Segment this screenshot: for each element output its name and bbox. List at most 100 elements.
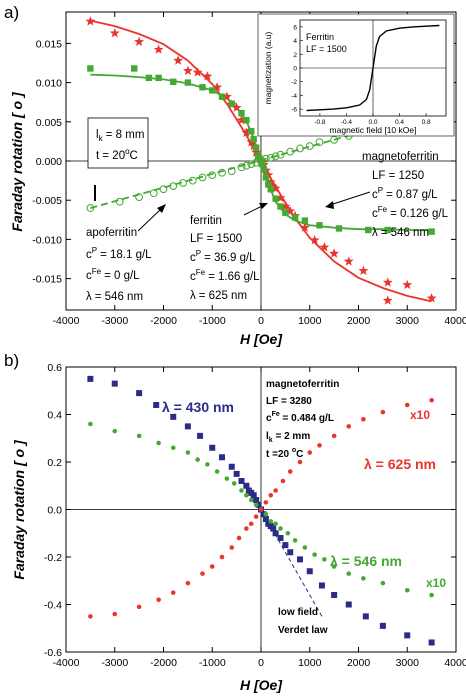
- point-apoferritin: [305, 142, 314, 151]
- point-magnetoferritin: [335, 225, 343, 232]
- point-magnetoferritin: [301, 217, 309, 224]
- point-magnetoferritin: [155, 74, 162, 82]
- panel-a-apoferritin-label: apoferritin cP = 18.1 g/L cFe = 0 g/L λ = 5…: [86, 227, 152, 303]
- point-ferritin: [275, 192, 286, 203]
- a-ytick-label: -0.015: [32, 274, 62, 286]
- point-546nm: [331, 564, 337, 569]
- point-546nm: [404, 587, 410, 593]
- inset-curve: [306, 24, 440, 112]
- point-430nm: [136, 390, 143, 397]
- point-546nm: [224, 476, 230, 481]
- point-430nm: [318, 582, 325, 589]
- point-625nm: [280, 478, 286, 484]
- inset-subtitle: LF = 1500: [306, 44, 347, 54]
- point-apoferritin: [286, 147, 295, 156]
- inset-xtick-label: -0.4: [341, 119, 353, 126]
- point-430nm: [250, 492, 257, 499]
- point-546nm: [156, 440, 161, 446]
- point-625nm: [361, 416, 366, 422]
- point-625nm: [236, 535, 242, 541]
- b-xtick-label: 2000: [347, 657, 371, 669]
- point-430nm: [287, 549, 294, 556]
- point-625nm: [263, 500, 269, 505]
- point-625nm: [273, 488, 278, 493]
- point-625nm: [136, 604, 142, 610]
- inset-ytick-label: 6: [293, 24, 297, 31]
- point-430nm: [272, 530, 279, 537]
- point-magnetoferritin: [170, 78, 177, 85]
- point-apoferritin: [261, 154, 270, 163]
- point-ferritin: [109, 28, 120, 38]
- point-625nm: [200, 571, 205, 576]
- x10-green-label: x10: [426, 576, 446, 590]
- point-430nm: [253, 497, 260, 503]
- series-546-label: λ = 546 nm: [330, 553, 402, 569]
- panel-a-label: a): [4, 3, 19, 22]
- point-magnetoferritin: [277, 203, 284, 210]
- inset-xlabel: magnetic field [10 kOe]: [330, 125, 417, 135]
- b-ytick-label: 0.6: [47, 362, 62, 374]
- point-ferritin: [426, 293, 437, 303]
- b-xtick-label: 0: [258, 657, 264, 669]
- point-magnetoferritin: [131, 65, 138, 72]
- point-546nm: [312, 552, 317, 557]
- point-apoferritin: [135, 193, 144, 201]
- magnetoferritin-lambda: λ = 546 nm: [372, 227, 429, 239]
- apoferritin-title: apoferritin: [86, 227, 137, 239]
- a-xtick-label: -4000: [53, 315, 80, 327]
- point-546nm: [273, 521, 278, 527]
- inset-xtick-label: 0.0: [368, 119, 377, 126]
- point-apoferritin: [159, 185, 168, 194]
- point-430nm: [238, 478, 245, 484]
- b-ytick-label: -0.4: [44, 600, 62, 612]
- panel-a-xlabel: H [Oe]: [240, 331, 283, 347]
- apoferritin-cfe: cFe = 0 g/L: [86, 267, 140, 282]
- inset-xtick-label: -0.8: [314, 119, 326, 126]
- magnetoferritin-arrow: [329, 191, 371, 206]
- b-xtick-label: 3000: [396, 657, 420, 669]
- point-546nm: [205, 462, 210, 467]
- a-xtick-label: 3000: [396, 315, 420, 327]
- point-apoferritin: [330, 135, 339, 144]
- point-ferritin: [236, 115, 247, 125]
- point-apoferritin: [296, 144, 304, 153]
- point-ferritin: [202, 71, 213, 81]
- point-apoferritin: [188, 176, 197, 185]
- ferritin-title: ferritin: [190, 215, 222, 227]
- a-xtick-label: 0: [258, 315, 264, 327]
- point-apoferritin: [208, 171, 217, 180]
- b-xtick-label: 4000: [444, 657, 466, 669]
- point-430nm: [260, 511, 267, 518]
- point-625nm: [317, 443, 322, 448]
- point-apoferritin: [247, 160, 256, 169]
- point-ferritin: [221, 91, 232, 101]
- point-apoferritin: [266, 153, 275, 162]
- ferritin-arrowhead: [259, 203, 268, 209]
- point-546nm: [244, 492, 249, 498]
- inset-axes: -0.8 -0.4 0.0 0.4 0.8 -6 -4 -2 0 2 4 6: [291, 20, 446, 126]
- point-430nm: [243, 482, 250, 489]
- point-ferritin: [343, 256, 354, 266]
- point-magnetoferritin: [218, 93, 226, 100]
- point-546nm: [214, 469, 220, 474]
- point-430nm: [331, 592, 338, 598]
- point-magnetoferritin: [260, 166, 268, 173]
- point-apoferritin: [149, 189, 158, 198]
- panel-b-xlabel: H [Oe]: [240, 677, 283, 693]
- point-546nm: [302, 545, 308, 550]
- point-546nm: [88, 421, 93, 427]
- panel-b-marks: [87, 375, 435, 646]
- point-ferritin: [212, 82, 223, 92]
- panel-a-magnetoferritin-label: magnetoferritin LF = 1250 cP = 0.87 g/L c…: [362, 151, 449, 239]
- point-ferritin: [382, 295, 393, 305]
- point-magnetoferritin: [384, 226, 391, 234]
- panel-a-axes: -4000 -3000 -2000 -1000 0 1000 2000 3000 4000 -0.…: [32, 12, 466, 327]
- panel-a: a) -4000 -3000 -2000 -1000 0 1000 2000 3000 4000…: [4, 3, 466, 347]
- a-ytick-label: 0.005: [36, 117, 62, 129]
- inset-ytick-label: 2: [293, 52, 297, 59]
- point-ferritin: [358, 265, 369, 275]
- point-magnetoferritin: [87, 65, 94, 72]
- point-546nm: [253, 502, 259, 508]
- point-apoferritin: [86, 204, 95, 212]
- point-625nm: [346, 424, 352, 429]
